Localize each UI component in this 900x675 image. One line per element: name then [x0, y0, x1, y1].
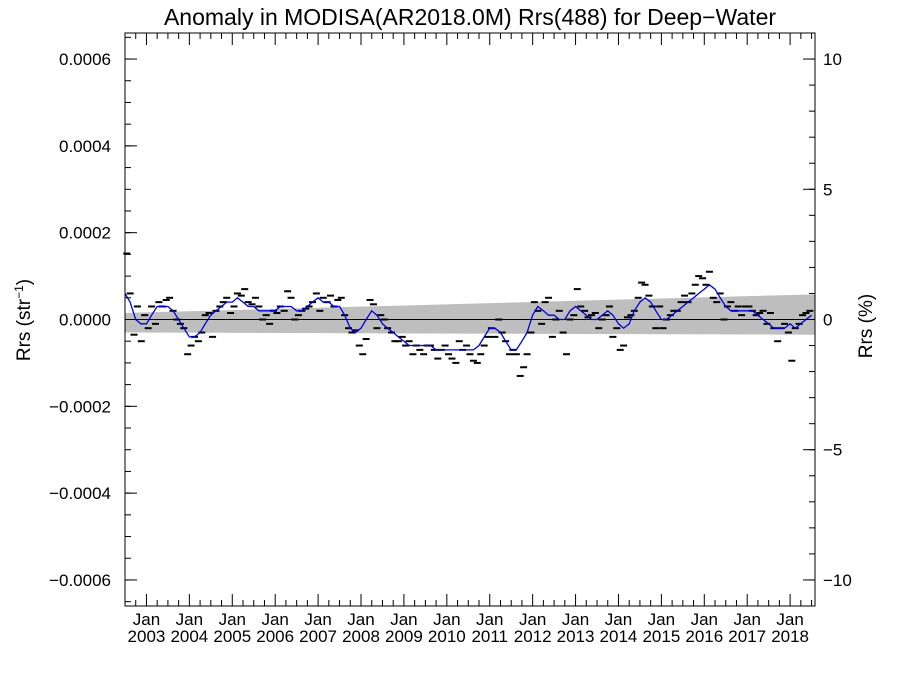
smoothed-series-line: [124, 283, 812, 351]
y-axis-label-left-sup: −1: [12, 285, 26, 299]
x-tick-year-label: 2013: [557, 627, 595, 646]
x-axis: Jan2003Jan2004Jan2005Jan2006Jan2007Jan20…: [124, 33, 813, 646]
x-tick-month-label: Jan: [176, 610, 203, 629]
left-tick-label: 0.0006: [59, 50, 111, 69]
right-y-axis: 10 5 0 −5 −10: [803, 32, 852, 607]
x-tick-month-label: Jan: [433, 610, 460, 629]
trend-band-area: [125, 294, 815, 335]
left-tick-label: 0.0002: [59, 224, 111, 243]
x-tick-month-label: Jan: [133, 610, 160, 629]
x-tick-year-label: 2010: [428, 627, 466, 646]
x-tick-month-label: Jan: [605, 610, 632, 629]
right-tick-label: −10: [823, 571, 852, 590]
x-tick-year-label: 2016: [685, 627, 723, 646]
x-tick-year-label: 2004: [170, 627, 208, 646]
x-tick-month-label: Jan: [519, 610, 546, 629]
x-tick-month-label: Jan: [691, 610, 718, 629]
x-tick-year-label: 2008: [342, 627, 380, 646]
left-tick-label: 0.0000: [59, 311, 111, 330]
right-tick-label: 10: [823, 50, 842, 69]
x-tick-year-label: 2009: [385, 627, 423, 646]
chart-title: Anomaly in MODISA(AR2018.0M) Rrs(488) fo…: [164, 4, 776, 30]
left-y-axis: 0.0006 0.0004 0.0002 0.0000 −0.0002 −0.0004 −0…: [49, 36, 137, 603]
x-tick-month-label: Jan: [776, 610, 803, 629]
x-tick-month-label: Jan: [562, 610, 589, 629]
x-tick-month-label: Jan: [304, 610, 331, 629]
left-tick-label: −0.0006: [49, 571, 111, 590]
x-tick-year-label: 2015: [642, 627, 680, 646]
right-tick-label: −5: [823, 441, 842, 460]
x-tick-year-label: 2012: [514, 627, 552, 646]
y-axis-label-left-close: ): [14, 279, 35, 285]
trend-band: [125, 294, 815, 335]
left-tick-label: −0.0004: [49, 484, 111, 503]
x-tick-year-label: 2003: [128, 627, 166, 646]
x-tick-year-label: 2014: [600, 627, 638, 646]
left-tick-label: 0.0004: [59, 137, 111, 156]
smoothed-line: [124, 283, 812, 351]
y-axis-label-left-text: Rrs (str: [14, 298, 35, 361]
x-tick-year-label: 2006: [256, 627, 294, 646]
x-tick-month-label: Jan: [261, 610, 288, 629]
left-tick-label: −0.0002: [49, 397, 111, 416]
y-axis-label-left: Rrs (str−1): [12, 279, 35, 361]
x-tick-year-label: 2018: [771, 627, 809, 646]
x-tick-month-label: Jan: [219, 610, 246, 629]
right-tick-label: 0: [823, 311, 832, 330]
right-tick-label: 5: [823, 180, 832, 199]
x-tick-month-label: Jan: [390, 610, 417, 629]
x-tick-month-label: Jan: [733, 610, 760, 629]
x-tick-month-label: Jan: [476, 610, 503, 629]
x-tick-month-label: Jan: [648, 610, 675, 629]
x-tick-year-label: 2005: [213, 627, 251, 646]
x-tick-year-label: 2011: [471, 627, 508, 646]
y-axis-label-right: Rrs (%): [856, 294, 877, 358]
x-tick-year-label: 2007: [299, 627, 337, 646]
x-tick-year-label: 2017: [728, 627, 766, 646]
x-tick-month-label: Jan: [347, 610, 374, 629]
